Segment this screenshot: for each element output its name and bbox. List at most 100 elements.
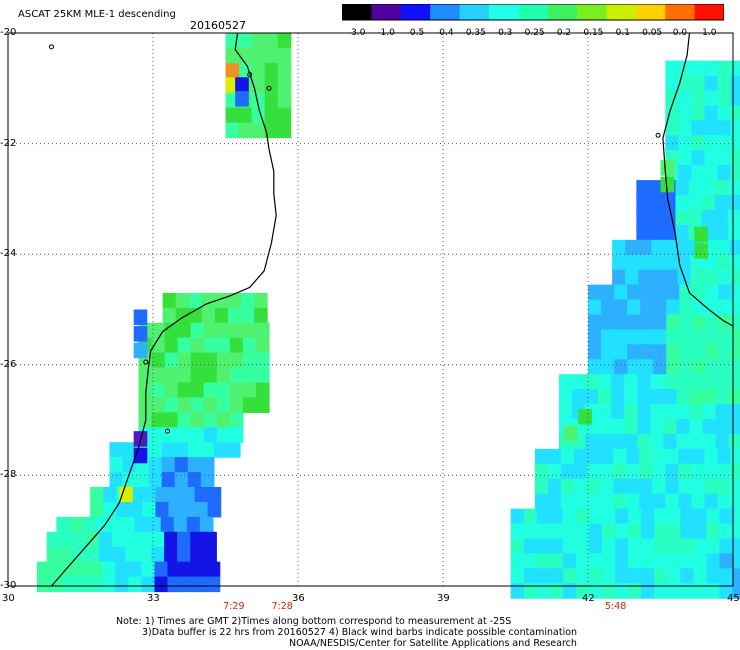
swath-cell bbox=[225, 63, 240, 79]
longitude-label: 39 bbox=[437, 593, 450, 604]
swath-cell bbox=[588, 508, 603, 525]
note-line-3: NOAA/NESDIS/Center for Satellite Applica… bbox=[289, 638, 577, 649]
swath-cell bbox=[510, 508, 525, 525]
swath-cell bbox=[624, 389, 638, 405]
longitude-label: 33 bbox=[147, 593, 160, 604]
swath-cell bbox=[103, 501, 117, 518]
swath-cell bbox=[255, 397, 270, 413]
swath-cell bbox=[128, 561, 142, 578]
swath-cell bbox=[588, 329, 602, 345]
swath-cell bbox=[121, 516, 136, 533]
swath-cell bbox=[598, 404, 612, 420]
swath-cell bbox=[651, 254, 665, 271]
swath-cell bbox=[229, 382, 244, 399]
swath-cell bbox=[559, 404, 573, 420]
swath-cell bbox=[155, 487, 170, 503]
swath-cell bbox=[688, 195, 703, 211]
swath-cell bbox=[562, 568, 577, 584]
swath-cell bbox=[694, 226, 708, 243]
swath-cell bbox=[255, 322, 270, 339]
swath-cell bbox=[563, 425, 578, 442]
swath-cell bbox=[207, 487, 222, 503]
swath-cell bbox=[614, 344, 628, 360]
swath-cell bbox=[59, 531, 74, 548]
product-title: ASCAT 25KM MLE-1 descending bbox=[18, 9, 176, 20]
swath-cell bbox=[229, 367, 244, 384]
swath-cell bbox=[704, 90, 719, 107]
islet-outline bbox=[49, 44, 54, 50]
swath-cell bbox=[731, 284, 740, 301]
swath-cell bbox=[640, 284, 654, 301]
swath-cell bbox=[719, 538, 734, 554]
swath-cell bbox=[588, 314, 602, 331]
swath-cell bbox=[615, 568, 629, 584]
colorbar-swatch bbox=[342, 4, 372, 20]
swath-cell bbox=[251, 47, 266, 64]
swath-cell bbox=[715, 374, 730, 390]
swath-cell bbox=[706, 508, 721, 525]
swath-cell bbox=[575, 523, 590, 540]
swath-cell bbox=[706, 538, 721, 554]
swath-cell bbox=[133, 342, 148, 359]
swath-cell bbox=[573, 493, 588, 510]
swath-cell bbox=[128, 576, 142, 593]
swath-cell bbox=[702, 389, 717, 405]
swath-cell bbox=[688, 180, 703, 196]
colorbar-swatch bbox=[459, 4, 490, 20]
swath-cell bbox=[102, 561, 116, 578]
longitude-label: 30 bbox=[2, 593, 15, 604]
swath-cell bbox=[264, 107, 279, 124]
swath-cell bbox=[115, 576, 129, 593]
swath-cell bbox=[667, 553, 681, 569]
swath-cell bbox=[242, 367, 257, 384]
swath-cell bbox=[194, 487, 209, 503]
swath-cell bbox=[254, 307, 268, 324]
swath-cell bbox=[76, 576, 90, 593]
swath-cell bbox=[190, 352, 205, 369]
swath-cell bbox=[653, 284, 667, 301]
swath-cell bbox=[264, 122, 279, 139]
swath-cell bbox=[638, 269, 652, 286]
swath-cell bbox=[694, 243, 708, 259]
swath-cell bbox=[534, 493, 549, 510]
swath-cell bbox=[602, 553, 616, 569]
swath-cell bbox=[587, 448, 601, 465]
swath-cell bbox=[628, 583, 642, 599]
swath-cell bbox=[641, 583, 655, 599]
swath-cell bbox=[641, 553, 655, 569]
swath-cell bbox=[639, 478, 653, 495]
swath-cell bbox=[693, 523, 708, 540]
latitude-label: -28 bbox=[0, 469, 17, 481]
swath-cell bbox=[190, 367, 205, 384]
swath-cell bbox=[37, 576, 51, 593]
swath-cell bbox=[264, 47, 279, 64]
swath-cell bbox=[238, 47, 253, 64]
swath-cell bbox=[628, 523, 642, 540]
swath-cell bbox=[225, 122, 240, 139]
swath-cell bbox=[572, 374, 586, 390]
swath-cell bbox=[135, 472, 150, 488]
swath-cell bbox=[151, 367, 166, 384]
swath-cell bbox=[653, 314, 667, 331]
swath-cell bbox=[109, 457, 124, 473]
swath-cell bbox=[678, 105, 693, 121]
swath-cell bbox=[559, 374, 573, 390]
swath-cell bbox=[203, 367, 218, 384]
swath-cell bbox=[714, 209, 729, 226]
swath-cell bbox=[639, 493, 653, 510]
swath-cell bbox=[588, 344, 602, 360]
swath-cell bbox=[585, 389, 599, 405]
swath-cell bbox=[717, 478, 732, 495]
swath-cell bbox=[193, 561, 208, 578]
swath-cell bbox=[626, 493, 640, 510]
swath-cell bbox=[689, 433, 704, 450]
swath-cell bbox=[203, 397, 218, 413]
swath-cell bbox=[680, 508, 694, 525]
colorbar-swatch bbox=[577, 4, 607, 20]
swath-cell bbox=[667, 583, 681, 599]
swath-cell bbox=[640, 314, 654, 331]
swath-cell bbox=[652, 478, 666, 495]
swath-cell bbox=[124, 546, 139, 563]
swath-cell bbox=[575, 568, 590, 584]
swath-cell bbox=[729, 254, 740, 271]
